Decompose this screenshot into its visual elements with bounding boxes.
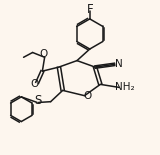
Text: N: N <box>115 59 122 69</box>
Text: O: O <box>30 79 38 89</box>
Text: S: S <box>34 94 42 107</box>
Text: NH₂: NH₂ <box>115 82 134 92</box>
Text: O: O <box>83 91 92 101</box>
Text: F: F <box>86 3 93 16</box>
Text: O: O <box>39 49 48 59</box>
